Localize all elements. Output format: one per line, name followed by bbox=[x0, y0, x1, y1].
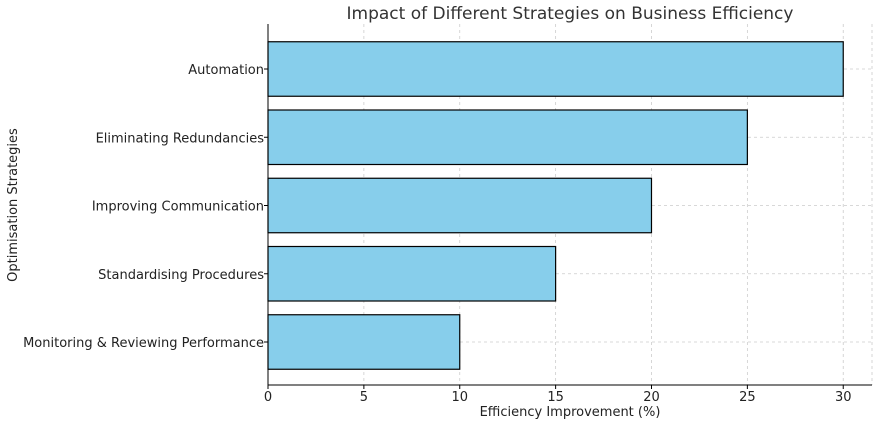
x-tick-label: 20 bbox=[643, 390, 660, 405]
y-category-label: Standardising Procedures bbox=[98, 268, 264, 283]
x-tick-label: 10 bbox=[451, 390, 468, 405]
axes bbox=[267, 24, 872, 386]
chart-title: Impact of Different Strategies on Busine… bbox=[347, 4, 794, 24]
x-tick-label: 5 bbox=[360, 390, 368, 405]
bar bbox=[267, 109, 748, 166]
bar bbox=[267, 41, 844, 97]
y-category-label: Eliminating Redundancies bbox=[96, 131, 265, 146]
y-axis-categories: Automation Eliminating Redundancies Improv… bbox=[23, 63, 268, 351]
x-axis-label: Efficiency Improvement (%) bbox=[480, 405, 661, 420]
x-tick-label: 30 bbox=[835, 390, 852, 405]
x-axis-ticks: 0 5 10 15 20 25 30 bbox=[264, 385, 852, 405]
bar bbox=[267, 314, 461, 370]
x-tick-label: 25 bbox=[739, 390, 756, 405]
bars bbox=[267, 41, 844, 370]
bar bbox=[267, 177, 653, 234]
y-axis-label: Optimisation Strategies bbox=[6, 128, 21, 282]
y-category-label: Monitoring & Reviewing Performance bbox=[23, 336, 264, 351]
y-category-label: Improving Communication bbox=[92, 200, 264, 215]
x-tick-label: 0 bbox=[264, 390, 272, 405]
bar bbox=[267, 245, 557, 302]
x-tick-label: 15 bbox=[547, 390, 564, 405]
y-category-label: Automation bbox=[188, 63, 264, 78]
